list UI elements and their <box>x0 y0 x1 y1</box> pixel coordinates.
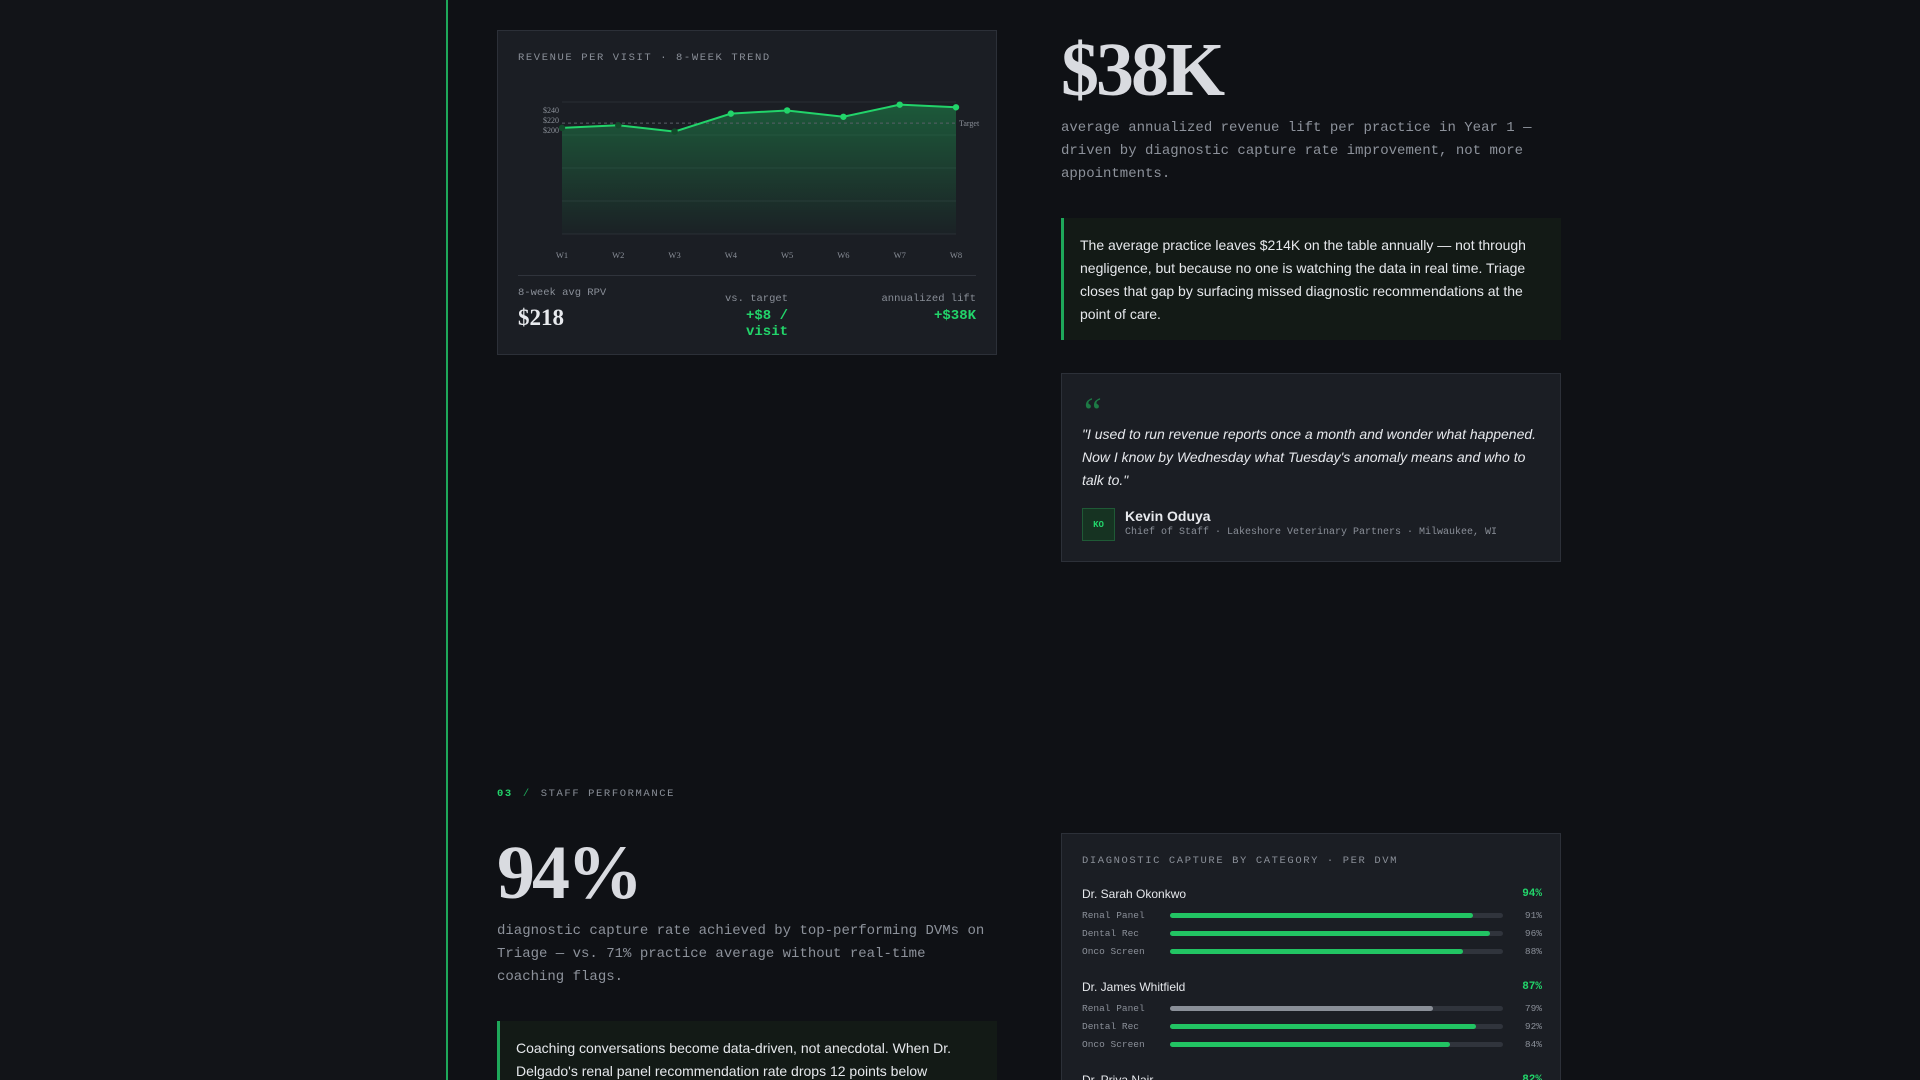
section-separator: / <box>522 788 531 800</box>
data-point <box>615 122 622 129</box>
x-tick-label: W1 <box>556 250 568 260</box>
bar-label: Onco Screen <box>1082 1038 1145 1050</box>
rpv-chart-card: REVENUE PER VISIT · 8-WEEK TREND $240 $22… <box>497 30 997 355</box>
testimonial-card: “ "I used to run revenue reports once a … <box>1061 373 1561 562</box>
dvm-header: Dr. Sarah Okonkwo 94% <box>1082 885 1542 903</box>
staff-description: diagnostic capture rate achieved by top-… <box>497 923 985 985</box>
bar-label: Dental Rec <box>1082 1020 1140 1032</box>
bar-label: Renal Panel <box>1082 1002 1145 1014</box>
dvm-name: Dr. Priya Nair <box>1082 1073 1154 1080</box>
stat-avg-rpv-value: $218 <box>518 305 564 330</box>
data-point <box>952 104 960 111</box>
staff-callout: Coaching conversations become data-drive… <box>497 1021 997 1080</box>
bar-track <box>1170 930 1503 936</box>
dvm-name: Dr. Sarah Okonkwo <box>1082 887 1187 901</box>
capture-by-dvm-card: DIAGNOSTIC CAPTURE BY CATEGORY · PER DVM… <box>1061 833 1561 1080</box>
bar-label: Renal Panel <box>1082 909 1145 921</box>
data-point <box>783 107 791 114</box>
bar-fill <box>1170 1041 1450 1047</box>
stat-vs-target-label: vs. target <box>724 293 788 305</box>
bar-row: Onco Screen 88% <box>1082 942 1542 960</box>
stat-vs-target: vs. target +$8 / visit <box>698 293 788 340</box>
dvm-header: Dr. James Whitfield 87% <box>1082 978 1542 996</box>
section-title: STAFF PERFORMANCE <box>540 788 676 800</box>
dvm-capture-pct: 82% <box>1522 1074 1542 1080</box>
chart-area <box>562 104 956 234</box>
bar-track <box>1170 912 1503 918</box>
rpv-line-chart: $240$220$200 Target W1 W2 W3 W4 W5 W6 W7 W8 <box>543 101 980 260</box>
x-tick-label: W3 <box>668 250 680 260</box>
section-number: 03 <box>497 788 513 800</box>
bars-card-title: DIAGNOSTIC CAPTURE BY CATEGORY · PER DVM <box>1082 855 1399 867</box>
chart-divider <box>518 275 976 276</box>
bar-fill <box>1170 912 1474 918</box>
bar-label: Onco Screen <box>1082 945 1145 957</box>
bar-label: Dental Rec <box>1082 927 1140 939</box>
dvm-group: Dr. Priya Nair 82% <box>1082 1071 1542 1080</box>
bar-row: Dental Rec 96% <box>1082 924 1542 942</box>
data-point <box>671 128 678 135</box>
bar-value: 88% <box>1524 945 1542 957</box>
testimonial-author-role: Chief of Staff · Lakeshore Veterinary Pa… <box>1125 527 1498 538</box>
bar-value: 91% <box>1524 909 1542 921</box>
bar-fill <box>1170 930 1490 936</box>
bar-fill <box>1170 948 1464 954</box>
bar-row: Onco Screen 84% <box>1082 1035 1542 1053</box>
y-tick-label: $200 <box>543 126 559 135</box>
bar-track <box>1170 1023 1503 1029</box>
bar-fill <box>1170 1023 1477 1029</box>
bar-value: 96% <box>1524 927 1542 939</box>
stat-annualized-lift: annualized lift +$38K <box>881 293 976 324</box>
dvm-capture-pct: 94% <box>1522 888 1542 900</box>
revenue-description: average annualized revenue lift per prac… <box>1061 120 1532 182</box>
revenue-callout: The average practice leaves $214K on the… <box>1061 218 1561 340</box>
bar-value: 84% <box>1524 1038 1542 1050</box>
revenue-big-number: $38K <box>1061 28 1225 112</box>
stat-avg-rpv: 8-week avg RPV $218 <box>518 287 606 331</box>
bar-fill <box>1170 1005 1434 1011</box>
dvm-header: Dr. Priya Nair 82% <box>1082 1071 1542 1080</box>
x-tick-label: W5 <box>781 250 793 260</box>
y-tick-label: $240 <box>543 106 559 115</box>
x-tick-label: W4 <box>725 250 738 260</box>
testimonial-text: "I used to run revenue reports once a mo… <box>1082 426 1537 488</box>
bar-row: Dental Rec 92% <box>1082 1017 1542 1035</box>
dvm-name: Dr. James Whitfield <box>1082 980 1186 994</box>
series-line <box>561 103 957 133</box>
quote-icon: “ <box>1080 389 1103 434</box>
bar-row: Renal Panel 79% <box>1082 999 1542 1017</box>
staff-big-number: 94% <box>497 831 643 915</box>
dvm-group: Dr. James Whitfield 87% Renal Panel 79% Dent… <box>1082 978 1542 1053</box>
data-point <box>558 124 566 132</box>
stat-vs-target-value: +$8 / visit <box>745 308 788 340</box>
chart-title: REVENUE PER VISIT · 8-WEEK TREND <box>518 52 771 64</box>
bar-row: Renal Panel 91% <box>1082 906 1542 924</box>
testimonial-author-name: Kevin Oduya <box>1125 508 1211 524</box>
x-tick-label: W8 <box>950 250 962 260</box>
avatar: KO <box>1082 508 1115 541</box>
data-point <box>727 110 735 117</box>
target-label: Target <box>959 119 980 128</box>
section-label: 03 / STAFF PERFORMANCE <box>497 788 675 800</box>
bar-track <box>1170 1041 1503 1047</box>
stat-annualized-lift-value: +$38K <box>933 308 976 324</box>
y-tick-label: $220 <box>543 116 559 125</box>
x-tick-label: W7 <box>894 250 906 260</box>
dvm-capture-pct: 87% <box>1522 981 1542 993</box>
data-point <box>896 101 903 108</box>
data-point <box>840 113 847 120</box>
x-tick-label: W6 <box>837 250 849 260</box>
dvm-group: Dr. Sarah Okonkwo 94% Renal Panel 91% Dental… <box>1082 885 1542 960</box>
bar-value: 92% <box>1524 1020 1542 1032</box>
x-tick-label: W2 <box>612 250 624 260</box>
bar-track <box>1170 948 1503 954</box>
bar-track <box>1170 1005 1503 1011</box>
left-sidebar-panel <box>0 0 448 1080</box>
bar-value: 79% <box>1524 1002 1542 1014</box>
stat-avg-rpv-label: 8-week avg RPV <box>518 287 607 299</box>
stat-annualized-lift-label: annualized lift <box>881 293 976 305</box>
